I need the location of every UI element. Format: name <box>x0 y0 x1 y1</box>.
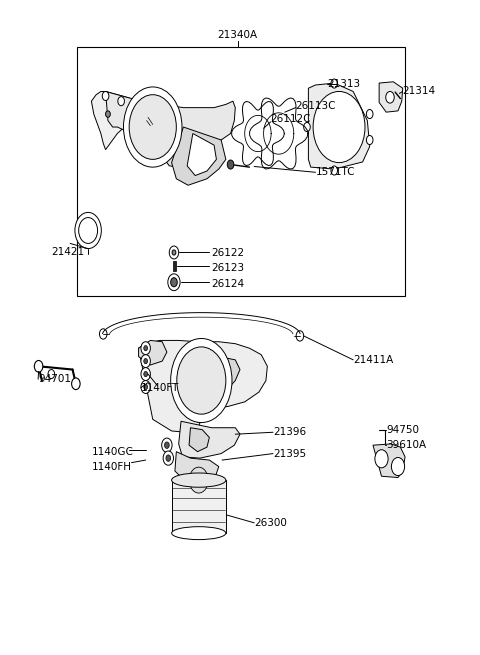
Text: 26124: 26124 <box>212 278 245 288</box>
Polygon shape <box>175 452 219 483</box>
Text: 21313: 21313 <box>327 79 360 88</box>
Text: 21396: 21396 <box>273 427 306 438</box>
Circle shape <box>189 467 208 493</box>
Circle shape <box>129 95 176 159</box>
Circle shape <box>118 97 124 105</box>
Circle shape <box>141 342 150 354</box>
Bar <box>172 261 176 271</box>
Circle shape <box>166 455 171 461</box>
Polygon shape <box>308 83 370 169</box>
Text: 26113C: 26113C <box>296 101 336 111</box>
Ellipse shape <box>172 527 226 540</box>
Circle shape <box>144 358 147 364</box>
Text: 1140FT: 1140FT <box>141 383 180 392</box>
Circle shape <box>79 217 97 244</box>
Polygon shape <box>379 82 403 112</box>
Circle shape <box>165 442 169 449</box>
Circle shape <box>144 371 147 377</box>
Circle shape <box>162 438 172 453</box>
Circle shape <box>227 160 234 169</box>
Circle shape <box>304 122 310 132</box>
Text: 1140GC: 1140GC <box>91 447 133 457</box>
Text: 26123: 26123 <box>212 263 245 273</box>
Circle shape <box>106 111 110 117</box>
Text: 21314: 21314 <box>403 86 436 96</box>
Text: 21395: 21395 <box>273 449 306 458</box>
Polygon shape <box>172 127 226 185</box>
Circle shape <box>141 381 150 394</box>
Text: 21340A: 21340A <box>217 30 258 40</box>
Polygon shape <box>179 421 240 458</box>
Polygon shape <box>373 444 405 477</box>
Circle shape <box>144 384 147 390</box>
Circle shape <box>102 92 109 100</box>
Circle shape <box>99 329 107 339</box>
Text: 26122: 26122 <box>212 248 245 258</box>
Bar <box>172 480 226 533</box>
Polygon shape <box>106 92 235 145</box>
Polygon shape <box>91 92 132 149</box>
Text: 94750: 94750 <box>386 424 419 435</box>
Text: 21411A: 21411A <box>353 355 394 365</box>
Circle shape <box>35 360 43 372</box>
Text: 1140FH: 1140FH <box>91 462 132 472</box>
Circle shape <box>172 250 176 255</box>
Circle shape <box>391 457 405 476</box>
Text: 21421: 21421 <box>51 247 84 257</box>
Circle shape <box>366 136 373 145</box>
Polygon shape <box>182 353 240 405</box>
Text: 26112C: 26112C <box>271 114 311 124</box>
Circle shape <box>144 346 147 351</box>
Circle shape <box>313 92 365 162</box>
Bar <box>77 48 405 297</box>
Circle shape <box>75 212 101 249</box>
Circle shape <box>171 278 177 287</box>
Text: 94701: 94701 <box>38 374 71 384</box>
Circle shape <box>169 246 179 259</box>
Circle shape <box>141 354 150 367</box>
Circle shape <box>366 109 373 119</box>
Circle shape <box>296 331 304 341</box>
Circle shape <box>331 79 337 88</box>
Circle shape <box>168 274 180 291</box>
Polygon shape <box>187 134 216 176</box>
Text: 39610A: 39610A <box>386 440 426 450</box>
Circle shape <box>72 378 80 390</box>
Circle shape <box>123 87 182 167</box>
Circle shape <box>375 450 388 468</box>
Circle shape <box>48 369 55 379</box>
Polygon shape <box>189 428 209 452</box>
Circle shape <box>171 339 232 422</box>
Polygon shape <box>139 341 167 365</box>
Text: 1571TC: 1571TC <box>315 167 355 178</box>
Circle shape <box>386 92 394 103</box>
Text: 26300: 26300 <box>254 518 287 528</box>
Ellipse shape <box>172 473 226 487</box>
Circle shape <box>177 347 226 414</box>
Polygon shape <box>165 140 221 167</box>
Circle shape <box>163 451 173 465</box>
Circle shape <box>194 474 204 487</box>
Circle shape <box>331 166 337 175</box>
Polygon shape <box>139 341 267 432</box>
Circle shape <box>141 367 150 381</box>
